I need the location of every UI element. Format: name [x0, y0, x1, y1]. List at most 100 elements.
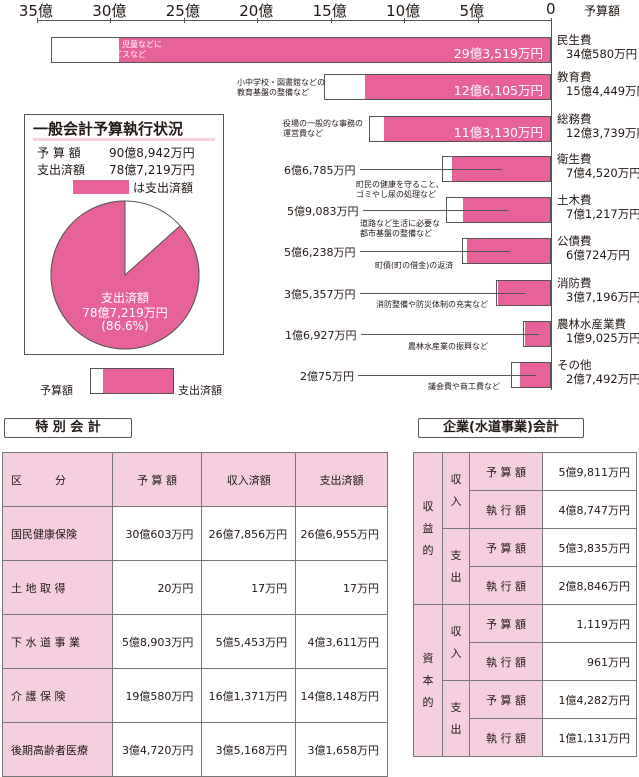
- category-name: 土木費: [557, 193, 592, 207]
- sub-label-cell: 収 入: [442, 604, 470, 681]
- table-header-cell: 区 分: [2, 452, 113, 507]
- value-cell: 1,119万円: [542, 604, 637, 643]
- summary-spent-value: 78億7,219万円: [109, 163, 195, 177]
- value-cell: 5億9,811万円: [542, 452, 637, 491]
- category-label: 土木費 7億1,217万円: [557, 193, 639, 221]
- table-row: 執 行 額 1億1,131万円: [414, 718, 637, 757]
- value-cell: 5億3,835万円: [542, 528, 637, 567]
- axis-tick-label: 0: [546, 0, 556, 18]
- value-cell: 17万円: [201, 560, 297, 615]
- value-cell: 961万円: [542, 642, 637, 681]
- key-bar: [90, 368, 174, 394]
- category-description: 農林水産業の振興など: [408, 342, 488, 351]
- row-label-cell: 執 行 額: [469, 718, 543, 757]
- category-budget: 3億7,196万円: [566, 290, 639, 304]
- pie-label-2: 78億7,219万円: [82, 306, 168, 320]
- row-label-cell: 下 水 道 事 業: [2, 614, 113, 669]
- category-description: 道路など生活に必要な 都市基盤の整備など: [360, 219, 440, 238]
- key-spent-fill: [103, 369, 173, 393]
- category-description: 消防整備や防災体制の充実など: [376, 300, 488, 309]
- value-cell: 20万円: [111, 560, 203, 615]
- table-row: 下 水 道 事 業 5億8,903万円 5億5,453万円 4億3,611万円: [2, 614, 388, 669]
- spent-bar: [364, 75, 550, 99]
- value-cell: 16億1,371万円: [201, 668, 297, 723]
- budget-bar: [446, 197, 551, 223]
- pie-chart: [50, 200, 200, 350]
- row-label-cell: 予 算 額: [469, 528, 543, 567]
- axis-tick-label: 30億: [92, 2, 127, 20]
- spent-bar: [383, 117, 550, 141]
- group-label-cell: 収 益 的: [413, 452, 443, 605]
- category-name: 教育費: [557, 70, 592, 84]
- zero-line: [551, 20, 552, 390]
- table-row: 執 行 額 2億8,846万円: [414, 566, 637, 605]
- enterprise-title: 企業(水道事業)会計: [443, 420, 559, 435]
- category-budget: 15億4,449万円: [566, 84, 639, 98]
- category-label: 消防費 3億7,196万円: [557, 276, 639, 304]
- category-name: 消防費: [557, 276, 592, 290]
- category-description: 小中学校・図書館などの 教育基盤の整備など: [237, 78, 325, 97]
- budget-bar: [324, 74, 551, 100]
- category-budget: 12億3,739万円: [566, 126, 639, 140]
- category-name: 民生費: [557, 33, 592, 47]
- category-description: 町民の健康を守ること、 ゴミやし尿の処理など: [356, 180, 444, 199]
- sub-label-cell: 支 出: [442, 680, 470, 757]
- spent-value-label: 2億75万円: [300, 370, 354, 383]
- spent-value-label: 12億6,105万円: [453, 83, 543, 98]
- table-row: 支 出予 算 額 5億3,835万円: [414, 528, 637, 605]
- row-label-cell: 予 算 額: [469, 680, 543, 719]
- category-name: 総務費: [557, 112, 592, 126]
- category-label: 農林水産業費 1億9,025万円: [557, 317, 639, 345]
- category-budget: 7億4,520万円: [566, 166, 639, 180]
- spent-value-label: 5億6,238万円: [284, 246, 356, 259]
- category-name: その他: [557, 358, 592, 372]
- key-budget-label: 予算額: [40, 384, 73, 397]
- pie-spent-slice: [50, 200, 200, 350]
- legend-swatch: [73, 180, 129, 194]
- category-budget: 1億9,025万円: [566, 331, 639, 345]
- leader-line: [360, 169, 502, 170]
- category-description: 役場の一般的な事務の 運営費など: [283, 119, 363, 138]
- category-name: 衛生費: [557, 152, 592, 166]
- spent-value-label: 6億6,785万円: [284, 164, 356, 177]
- category-label: 民生費 34億580万円: [557, 33, 637, 61]
- summary-spent-label: 支出済額: [37, 163, 86, 177]
- category-label: 衛生費 7億4,520万円: [557, 152, 639, 180]
- category-budget: 7億1,217万円: [566, 207, 639, 221]
- category-label: その他 2億7,492万円: [557, 358, 639, 386]
- category-name: 公債費: [557, 234, 592, 248]
- row-label-cell: 執 行 額: [469, 642, 543, 681]
- axis-tick-label: 25億: [165, 2, 200, 20]
- row-label-cell: 執 行 額: [469, 490, 543, 529]
- value-cell: 26億6,955万円: [295, 506, 388, 561]
- pie-label-1: 支出済額: [100, 291, 149, 305]
- category-label: 公債費 6億724万円: [557, 234, 630, 262]
- special-title: 特 別 会 計: [35, 420, 101, 435]
- spent-value-label: 3億5,357万円: [284, 288, 356, 301]
- table-row: 支 出予 算 額 1億4,282万円: [414, 680, 637, 757]
- summary-budget-value: 90億8,942万円: [109, 146, 195, 160]
- row-label-cell: 国民健康保険: [2, 506, 113, 561]
- axis-tick-label: 5億: [459, 2, 485, 20]
- value-cell: 3億5,168万円: [201, 722, 297, 777]
- summary-box: 一般会計予算執行状況 予 算 額 90億8,942万円 支出済額 78億7,21…: [24, 114, 224, 355]
- leader-line: [358, 375, 537, 376]
- value-cell: 1億4,282万円: [542, 680, 637, 719]
- spent-value-label: 11億3,130万円: [453, 125, 543, 140]
- value-cell: 1億1,131万円: [542, 718, 637, 757]
- category-budget: 6億724万円: [566, 248, 630, 262]
- row-label-cell: 介 護 保 険: [2, 668, 113, 723]
- axis-tick-label: 10億: [386, 2, 421, 20]
- budget-bar: [50, 37, 551, 63]
- spent-value-label: 29億3,519万円: [453, 46, 543, 61]
- table-row: 執 行 額 4億8,747万円: [414, 490, 637, 529]
- leader-line: [363, 210, 508, 211]
- value-cell: 17万円: [295, 560, 388, 615]
- summary-title-underline: [33, 138, 215, 141]
- group-label-cell: 資 本 的: [413, 604, 443, 757]
- value-cell: 3億1,658万円: [295, 722, 388, 777]
- value-cell: 2億8,846万円: [542, 566, 637, 605]
- enterprise-table: 収 益 的収 入予 算 額 5億9,811万円執 行 額 4億8,747万円支 出予…: [413, 452, 637, 757]
- special-title-box: 特 別 会 計: [4, 418, 132, 438]
- row-label-cell: 執 行 額: [469, 566, 543, 605]
